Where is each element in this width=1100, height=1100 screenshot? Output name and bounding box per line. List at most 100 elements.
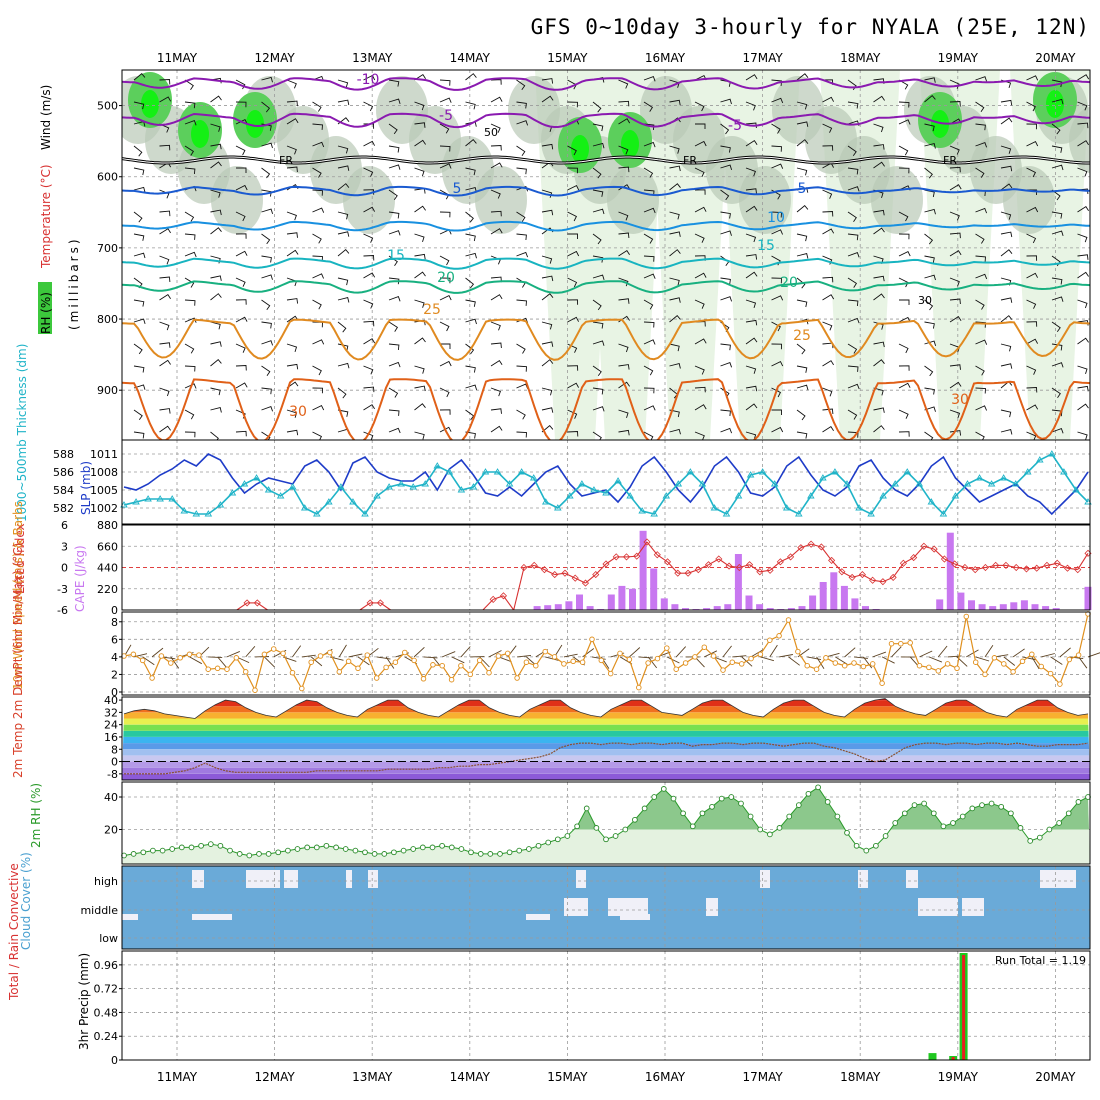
wind10m-barb [217, 656, 227, 668]
wind-barb [133, 343, 143, 355]
wind-barb [541, 95, 554, 103]
wind-speed-marker [879, 680, 885, 686]
wind-barb [618, 409, 629, 419]
wind-barb [541, 321, 553, 330]
wind10m-barb [750, 649, 764, 658]
temperature-contour [122, 112, 1090, 129]
wind-barb [796, 167, 808, 176]
temperature-contour [122, 318, 1090, 361]
rh2m-marker [159, 847, 166, 854]
wind-barb [286, 100, 298, 107]
y-tick-label: 16 [104, 731, 118, 744]
li-marker [499, 592, 508, 600]
wind-barb [159, 387, 170, 397]
wind-barb [261, 340, 274, 346]
li-segment [554, 572, 566, 576]
rh2m-marker [554, 836, 561, 843]
wind-barb [822, 189, 833, 199]
wind-barb [567, 184, 580, 191]
date-label-top: 13MAY [352, 51, 393, 65]
thickness-tick-label: 588 [53, 448, 74, 461]
wind-barb [1051, 343, 1063, 351]
li-marker [1012, 563, 1020, 572]
wind-speed-marker [355, 665, 361, 672]
li-marker [366, 599, 374, 607]
thickness-marker [445, 468, 454, 475]
wind-barb [618, 79, 629, 89]
wind-barb [669, 231, 681, 237]
wind-barb [1000, 183, 1013, 191]
wind10m-barb [816, 656, 825, 670]
wind10m-barb [582, 648, 595, 658]
wind-barb [516, 120, 529, 126]
wind-barb [618, 298, 630, 304]
thickness-marker [566, 492, 574, 499]
li-marker [602, 560, 610, 568]
wind-barb [337, 211, 349, 220]
ylabel-thickness: 1000~500mb Thickness (dm) [15, 344, 29, 522]
wind-barb [388, 79, 400, 87]
wind-barb [771, 409, 782, 415]
wind-barb [822, 360, 834, 367]
wind-speed-marker [869, 661, 876, 667]
wind10m-barb [245, 646, 256, 658]
wind-barb [414, 205, 426, 213]
wind-barb [1051, 211, 1063, 219]
wind-barb [924, 208, 936, 215]
wind-barb [235, 250, 248, 257]
wind-barb [1026, 167, 1037, 178]
wind-barb [1026, 101, 1036, 112]
wind-barb [745, 205, 758, 213]
wind-barb [388, 387, 399, 398]
li-segment [800, 543, 812, 549]
wind10m-barb [984, 645, 994, 658]
wind-barb [1051, 428, 1064, 434]
wind-barb [1051, 296, 1064, 302]
wind-barb [133, 233, 145, 241]
rh2m-marker [140, 849, 147, 856]
wind-barb [924, 94, 936, 103]
wind-barb [1000, 297, 1013, 303]
wind-speed-marker [533, 662, 539, 669]
cape-li-panel: 880 6 660 3 440 0 220 -3 0 -6 Lifted Index CAPE (… [13, 519, 1092, 617]
wind-barb [210, 431, 219, 440]
wind-barb [235, 233, 247, 239]
wind-barb [1026, 140, 1039, 147]
wind-barb [184, 167, 196, 175]
wind-barb [516, 277, 526, 288]
wind-barb [414, 167, 425, 177]
wind-barb [771, 295, 784, 301]
y-tick-label: 900 [97, 384, 118, 397]
wind-speed-marker [345, 658, 352, 665]
wind-barb [949, 211, 960, 221]
wind-speed-marker [364, 652, 371, 658]
rh2m-marker [458, 846, 465, 852]
wind-barb [261, 299, 271, 311]
rh2m-marker [506, 849, 513, 856]
wind-speed-marker [729, 659, 736, 665]
wind-barb [133, 101, 145, 110]
wind-barb [1051, 123, 1061, 135]
y-tick-label: 0.24 [94, 1030, 119, 1043]
wind-barb [822, 211, 834, 217]
wind-barb [490, 145, 502, 151]
wind-barb [949, 364, 961, 370]
wind-barb [771, 277, 782, 284]
rh-moist-patch [211, 166, 263, 234]
temperature-contours [122, 77, 1090, 440]
wind-speed-marker [1066, 656, 1073, 663]
cape-bar [544, 605, 552, 610]
wind-speed-marker [139, 657, 146, 664]
wind10m-barb [348, 653, 363, 658]
wind-speed-marker [682, 660, 689, 666]
rh2m-marker [352, 847, 359, 854]
wind-barb [490, 387, 501, 397]
wind-barb [745, 167, 756, 177]
wind-speed-marker [495, 653, 502, 659]
temp-band [122, 712, 1090, 719]
cape-bar [1031, 604, 1039, 610]
contour-label: 15 [387, 248, 405, 264]
wind-barb [465, 343, 475, 355]
thickness-line [123, 452, 1089, 516]
wind-barb [235, 382, 248, 389]
